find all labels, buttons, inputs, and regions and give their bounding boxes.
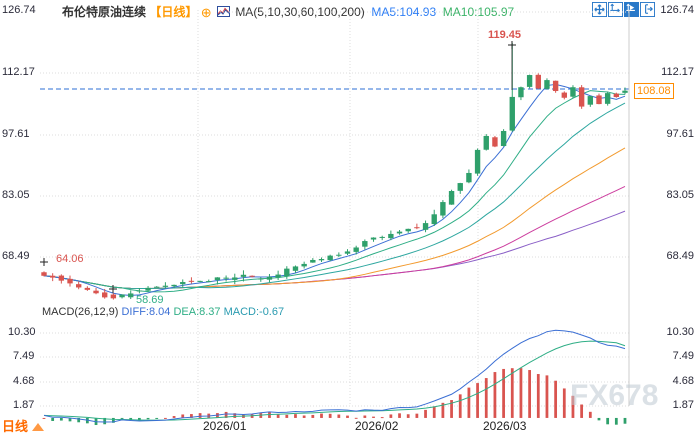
svg-text:58.69: 58.69 [136, 294, 164, 306]
svg-text:119.45: 119.45 [488, 29, 521, 41]
svg-text:64.06: 64.06 [56, 253, 84, 265]
